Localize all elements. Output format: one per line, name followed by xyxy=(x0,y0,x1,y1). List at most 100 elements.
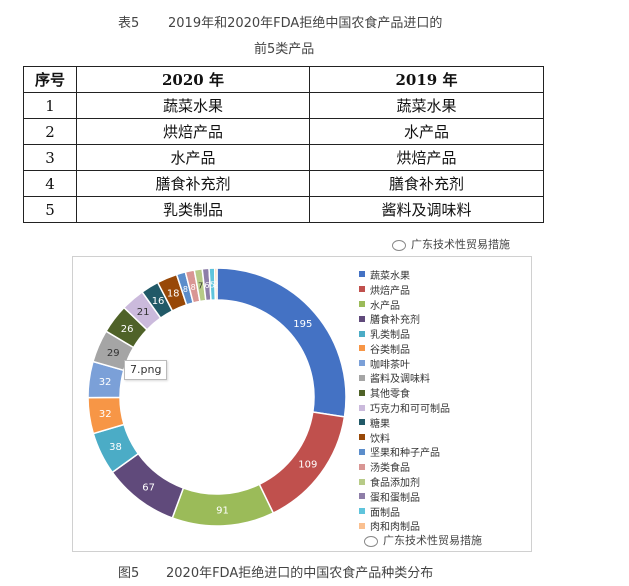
slice-label: 109 xyxy=(298,460,317,471)
legend-label: 肉和肉制品 xyxy=(370,522,420,534)
table-row: 3 水产品 烘焙产品 xyxy=(23,144,544,171)
header-index: 序号 xyxy=(23,66,77,93)
legend-label: 饮料 xyxy=(370,433,390,445)
legend-swatch xyxy=(359,478,365,485)
legend-swatch xyxy=(359,419,365,426)
legend-item: 面制品 xyxy=(359,504,450,519)
watermark-text: 广东技术性贸易措施 xyxy=(383,534,482,547)
slice-label: 26 xyxy=(121,324,134,335)
cell-2019: 膳食补充剂 xyxy=(309,170,544,197)
table-header-row: 序号 2020 年 2019 年 xyxy=(23,66,544,93)
legend-item: 谷类制品 xyxy=(359,341,450,356)
top5-table: 序号 2020 年 2019 年 1 蔬菜水果 蔬菜水果 2 烘焙产品 水产品 … xyxy=(23,66,544,223)
slice-label: 32 xyxy=(99,377,112,388)
legend-label: 食品添加剂 xyxy=(370,478,420,490)
figure-caption-label: 图5 xyxy=(118,566,140,581)
legend-swatch xyxy=(359,271,365,278)
legend-swatch xyxy=(359,493,365,500)
slice-label: 2 xyxy=(213,281,218,290)
wechat-icon xyxy=(392,239,406,251)
image-tooltip: 7.png xyxy=(124,360,168,380)
chart-legend: 蔬菜水果烘焙产品水产品膳食补充剂乳类制品谷类制品咖啡茶叶酱料及调味料 其他零食巧克… xyxy=(359,267,450,533)
legend-item: 蛋和蛋制品 xyxy=(359,489,450,504)
slice-18 xyxy=(213,267,218,301)
legend-item: 乳类制品 xyxy=(359,326,450,341)
cell-2019: 烘焙产品 xyxy=(309,144,544,171)
table-row: 5 乳类制品 酱料及调味料 xyxy=(23,196,544,223)
table-row: 2 烘焙产品 水产品 xyxy=(23,118,544,145)
table-caption-line1: 2019年和2020年FDA拒绝中国农食产品进口的 xyxy=(168,16,443,31)
legend-swatch xyxy=(359,463,365,470)
legend-swatch xyxy=(359,330,365,337)
legend-item: 水产品 xyxy=(359,297,450,312)
legend-swatch xyxy=(359,374,365,381)
legend-swatch xyxy=(359,508,365,515)
cell-2020: 烘焙产品 xyxy=(76,118,310,145)
slice-label: 16 xyxy=(152,296,165,307)
legend-label: 巧克力和可可制品 xyxy=(370,404,450,416)
legend-item: 酱料及调味料 xyxy=(359,371,450,386)
legend-swatch xyxy=(359,448,365,455)
legend-label: 谷类制品 xyxy=(370,344,410,356)
slice-1 xyxy=(216,267,347,418)
legend-label: 水产品 xyxy=(370,300,400,312)
legend-item: 饮料 xyxy=(359,430,450,445)
cell-2020: 蔬菜水果 xyxy=(76,92,310,119)
legend-item: 坚果和种子产品 xyxy=(359,445,450,460)
legend-label: 烘焙产品 xyxy=(370,285,410,297)
legend-swatch xyxy=(359,286,365,293)
legend-item: 巧克力和可可制品 xyxy=(359,400,450,415)
slice-label: 67 xyxy=(142,482,155,493)
legend-item: 肉和肉制品 xyxy=(359,519,450,534)
slice-label: 18 xyxy=(167,288,180,299)
cell-2020: 乳类制品 xyxy=(76,196,310,223)
cell-2020: 水产品 xyxy=(76,144,310,171)
watermark-bottom: 广东技术性贸易措施 xyxy=(364,532,482,548)
legend-label: 蛋和蛋制品 xyxy=(370,492,420,504)
cell-index: 5 xyxy=(23,196,77,223)
wechat-icon xyxy=(364,535,378,547)
slice-label: 5 xyxy=(210,281,215,290)
cell-index: 4 xyxy=(23,170,77,197)
legend-swatch xyxy=(359,345,365,352)
slice-label: 91 xyxy=(216,505,229,516)
header-2019: 2019 年 xyxy=(309,66,544,93)
donut-chart: 195 109 91 67 38 32 32 29 26 21 16 18 8 8 7 6 5 2 蔬菜水果 烘焙产… xyxy=(72,256,532,552)
legend-item: 汤类食品 xyxy=(359,459,450,474)
cell-2019: 蔬菜水果 xyxy=(309,92,544,119)
legend-label: 咖啡茶叶 xyxy=(370,359,410,371)
legend-label: 酱料及调味料 xyxy=(370,374,430,386)
watermark-top: 广东技术性贸易措施 xyxy=(392,236,510,252)
legend-label: 坚果和种子产品 xyxy=(370,448,440,460)
legend-label: 膳食补充剂 xyxy=(370,315,420,327)
legend-swatch xyxy=(359,360,365,367)
slice-label: 6 xyxy=(204,281,209,290)
legend-item: 烘焙产品 xyxy=(359,282,450,297)
table-caption-line2: 前5类产品 xyxy=(254,42,315,57)
table-row: 4 膳食补充剂 膳食补充剂 xyxy=(23,170,544,197)
legend-label: 乳类制品 xyxy=(370,330,410,342)
legend-label: 汤类食品 xyxy=(370,463,410,475)
cell-index: 3 xyxy=(23,144,77,171)
legend-item: 糖果 xyxy=(359,415,450,430)
legend-swatch xyxy=(359,315,365,322)
figure-caption-title: 2020年FDA拒绝进口的中国农食产品种类分布 xyxy=(166,566,434,581)
slice-label: 21 xyxy=(137,307,150,318)
legend-item: 食品添加剂 xyxy=(359,474,450,489)
legend-label: 蔬菜水果 xyxy=(370,270,410,282)
cell-index: 2 xyxy=(23,118,77,145)
slice-label: 32 xyxy=(99,409,112,420)
cell-2020: 膳食补充剂 xyxy=(76,170,310,197)
legend-item: 膳食补充剂 xyxy=(359,311,450,326)
cell-2019: 酱料及调味料 xyxy=(309,196,544,223)
watermark-text: 广东技术性贸易措施 xyxy=(411,238,510,251)
header-2020: 2020 年 xyxy=(76,66,310,93)
slice-label: 38 xyxy=(109,442,122,453)
table-row: 1 蔬菜水果 蔬菜水果 xyxy=(23,92,544,119)
slice-label: 195 xyxy=(293,319,312,330)
legend-item: 其他零食 xyxy=(359,385,450,400)
legend-item: 咖啡茶叶 xyxy=(359,356,450,371)
legend-swatch xyxy=(359,300,365,307)
slice-label: 7 xyxy=(198,282,203,291)
